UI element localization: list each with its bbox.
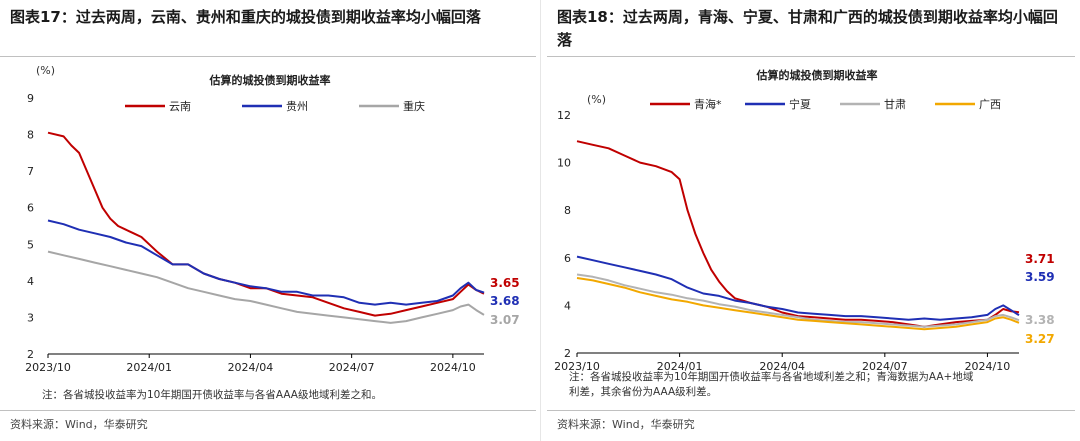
left-x-tick-1: 2024/01 xyxy=(126,361,172,374)
left-legend-label-0: 云南 xyxy=(169,100,191,113)
left-y-tick-7: 9 xyxy=(27,92,34,105)
left-legend-label-1: 贵州 xyxy=(286,100,308,113)
right-y-tick-2: 6 xyxy=(564,252,571,265)
right-y-tick-0: 2 xyxy=(564,347,571,360)
left-x-tick-3: 2024/07 xyxy=(329,361,375,374)
right-x-tick-2: 2024/04 xyxy=(759,360,805,372)
left-title-rule xyxy=(0,56,536,57)
panel-divider xyxy=(540,0,541,441)
right-y-unit: (%) xyxy=(587,93,606,106)
left-series-line-1 xyxy=(47,219,485,306)
right-y-tick-5: 12 xyxy=(557,109,571,122)
right-legend-label-2: 甘肃 xyxy=(884,98,906,111)
right-x-tick-0: 2023/10 xyxy=(554,360,600,372)
left-end-label-2: 3.07 xyxy=(490,313,520,327)
right-title-rule xyxy=(547,56,1075,57)
left-x-tick-0: 2023/10 xyxy=(25,361,71,374)
left-y-tick-2: 4 xyxy=(27,275,34,288)
left-bottom-rule xyxy=(0,410,536,411)
left-y-tick-0: 2 xyxy=(27,348,34,361)
right-end-label-2: 3.38 xyxy=(1025,313,1055,327)
right-y-tick-3: 8 xyxy=(564,204,571,217)
right-bottom-rule xyxy=(547,410,1075,411)
right-note-line-1: 注：各省城投收益率为10年期国开债收益率与各省地域利差之和；青海数据为AA+地域 xyxy=(569,371,974,383)
right-y-tick-1: 4 xyxy=(564,299,571,312)
right-x-tick-3: 2024/07 xyxy=(862,360,908,372)
right-y-tick-4: 10 xyxy=(557,157,571,170)
left-y-tick-6: 8 xyxy=(27,129,34,142)
right-note-line-2: 利差，其余省份为AAA级利差。 xyxy=(569,386,718,398)
right-figure-title: 图表18：过去两周，青海、宁夏、甘肃和广西的城投债到期收益率均小幅回落 xyxy=(557,8,1058,49)
right-note: 注：各省城投收益率为10年期国开债收益率与各省地域利差之和；青海数据为AA+地域… xyxy=(569,370,973,400)
left-y-tick-5: 7 xyxy=(27,165,34,178)
left-chart: 估算的城投债到期收益率 (%) 云南 贵州 重庆 2 3 4 5 6 7 8 9 2023/10 2024/… xyxy=(25,64,520,374)
right-x-tick-4: 2024/10 xyxy=(965,360,1011,372)
left-end-label-1: 3.68 xyxy=(490,294,520,308)
left-y-unit: (%) xyxy=(36,64,55,77)
right-series-line-3 xyxy=(576,277,1020,331)
left-chart-title: 估算的城投债到期收益率 xyxy=(209,73,331,87)
left-y-tick-3: 5 xyxy=(27,238,34,251)
right-figure: 图表18：过去两周，青海、宁夏、甘肃和广西的城投债到期收益率均小幅回落 估算的城… xyxy=(547,0,1080,441)
right-end-label-3: 3.27 xyxy=(1025,332,1055,346)
left-source: 资料来源：Wind，华泰研究 xyxy=(10,418,148,431)
right-series-line-2 xyxy=(576,273,1020,328)
right-source: 资料来源：Wind，华泰研究 xyxy=(557,418,695,431)
left-y-tick-1: 3 xyxy=(27,311,34,324)
right-legend-label-0: 青海* xyxy=(694,97,722,111)
right-chart: 估算的城投债到期收益率 (%) 青海* 宁夏 甘肃 广西 2 4 6 8 10 12 2023/10 20… xyxy=(554,68,1055,372)
left-x-tick-2: 2024/04 xyxy=(228,361,274,374)
right-x-tick-1: 2024/01 xyxy=(657,360,703,372)
left-note: 注：各省城投收益率为10年期国开债收益率与各省AAA级地域利差之和。 xyxy=(42,389,382,401)
right-legend-label-1: 宁夏 xyxy=(789,97,811,111)
right-end-label-0: 3.71 xyxy=(1025,252,1055,266)
left-end-label-0: 3.65 xyxy=(490,276,520,290)
left-x-tick-4: 2024/10 xyxy=(430,361,476,374)
right-series-line-1 xyxy=(576,255,1020,321)
left-figure-title: 图表17：过去两周，云南、贵州和重庆的城投债到期收益率均小幅回落 xyxy=(10,8,481,26)
left-figure: 图表17：过去两周，云南、贵州和重庆的城投债到期收益率均小幅回落 估算的城投债到… xyxy=(0,0,536,441)
left-series-line-2 xyxy=(47,250,485,324)
left-y-tick-4: 6 xyxy=(27,202,34,215)
right-legend-label-3: 广西 xyxy=(979,98,1001,111)
right-end-label-1: 3.59 xyxy=(1025,270,1055,284)
left-legend-label-2: 重庆 xyxy=(403,99,425,113)
right-series-line-0 xyxy=(576,140,1020,328)
right-chart-title: 估算的城投债到期收益率 xyxy=(756,68,878,82)
